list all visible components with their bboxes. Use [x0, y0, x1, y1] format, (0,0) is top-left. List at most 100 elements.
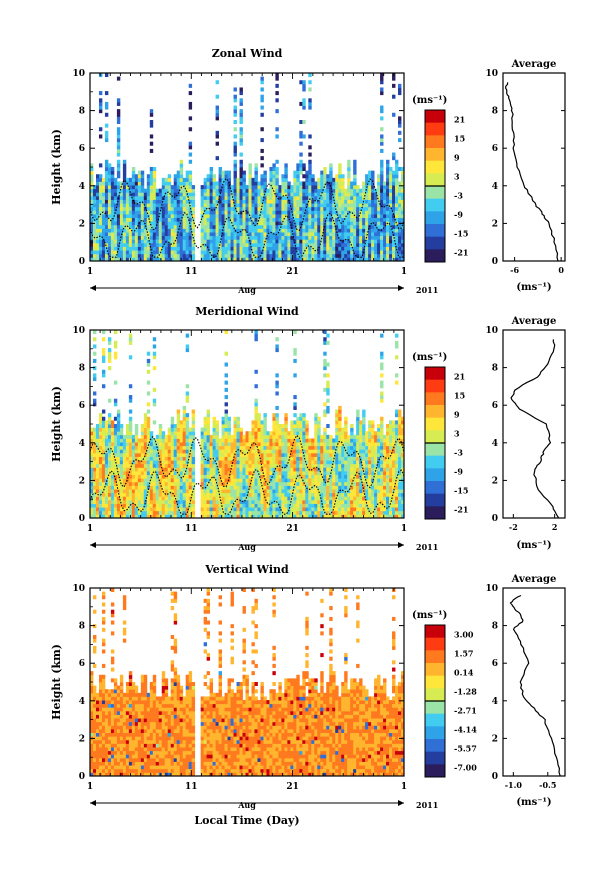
heatmap-cell	[167, 478, 172, 483]
heatmap-cell	[299, 239, 303, 244]
heatmap-cell	[146, 221, 151, 226]
heatmap-cell	[272, 431, 276, 436]
heatmap-cell	[104, 510, 109, 515]
heatmap-cell	[182, 192, 187, 197]
heatmap-cell	[182, 449, 187, 454]
heatmap-cell	[257, 456, 261, 461]
heatmap-cell	[107, 192, 112, 197]
heatmap-cell	[299, 214, 303, 219]
heatmap-cell	[200, 246, 205, 251]
heatmap-cell	[245, 445, 249, 450]
heatmap-cell	[272, 246, 276, 251]
heatmap-cell	[215, 224, 219, 229]
heatmap-cell	[113, 340, 118, 345]
heatmap-cell	[218, 481, 222, 486]
heatmap-cell	[212, 499, 216, 504]
heatmap-cell	[275, 185, 279, 190]
heatmap-cell	[239, 181, 243, 186]
heatmap-cell	[167, 174, 172, 179]
heatmap-cell	[167, 442, 172, 447]
heatmap-cell	[116, 159, 121, 164]
heatmap-cell	[233, 489, 237, 494]
heatmap-cell	[266, 257, 270, 261]
heatmap-cell	[278, 492, 282, 497]
heatmap-cell	[182, 478, 187, 483]
heatmap-cell	[107, 398, 112, 403]
heatmap-cell	[212, 471, 216, 476]
heatmap-cell	[326, 250, 330, 255]
heatmap-cell	[302, 456, 306, 461]
heatmap-cell	[290, 232, 294, 237]
heatmap-cell	[107, 510, 112, 515]
heatmap-cell	[248, 503, 252, 508]
heatmap-cell	[257, 434, 261, 439]
heatmap-cell	[380, 177, 384, 182]
heatmap-cell	[278, 239, 282, 244]
heatmap-cell	[107, 438, 112, 443]
heatmap-cell	[215, 496, 219, 501]
heatmap-cell	[320, 452, 324, 457]
heatmap-cell	[317, 210, 321, 215]
heatmap-cell	[170, 489, 175, 494]
heatmap-cell	[119, 449, 124, 454]
heatmap-cell	[248, 485, 252, 490]
heatmap-cell	[380, 116, 384, 121]
heatmap-cell	[281, 181, 285, 186]
heatmap-cell	[356, 224, 360, 229]
heatmap-cell	[140, 206, 145, 211]
heatmap-cell	[113, 181, 118, 186]
heatmap-cell	[320, 250, 324, 255]
heatmap-cell	[239, 174, 243, 179]
heatmap-cell	[308, 253, 312, 258]
heatmap-cell	[380, 210, 384, 215]
heatmap-cell	[305, 485, 309, 490]
heatmap-cell	[143, 206, 148, 211]
heatmap-cell	[266, 507, 270, 512]
heatmap-cell	[212, 253, 216, 258]
heatmap-cell	[119, 474, 124, 479]
heatmap-cell	[296, 485, 300, 490]
heatmap-cell	[245, 217, 249, 222]
heatmap-cell	[257, 214, 261, 219]
heatmap-cell	[302, 242, 306, 247]
heatmap-cell	[401, 224, 404, 229]
heatmap-cell	[104, 185, 109, 190]
heatmap-cell	[269, 210, 273, 215]
heatmap-cell	[296, 257, 300, 261]
heatmap-cell	[146, 250, 151, 255]
heatmap-cell	[125, 503, 130, 508]
heatmap-cell	[137, 203, 142, 208]
heatmap-cell	[308, 214, 312, 219]
heatmap-cell	[137, 467, 142, 472]
heatmap-cell	[326, 424, 330, 429]
heatmap-cell	[341, 221, 345, 226]
heatmap-cell	[281, 489, 285, 494]
heatmap-cell	[317, 195, 321, 200]
heatmap-cell	[188, 185, 193, 190]
heatmap-cell	[320, 228, 324, 233]
heatmap-cell	[383, 185, 387, 190]
heatmap-cell	[101, 257, 106, 261]
heatmap-cell	[215, 507, 219, 512]
heatmap-cell	[167, 489, 172, 494]
heatmap-cell	[182, 253, 187, 258]
heatmap-cell	[149, 199, 154, 204]
heatmap-cell	[401, 203, 404, 208]
heatmap-cell	[92, 337, 97, 342]
heatmap-cell	[380, 232, 384, 237]
heatmap-cell	[278, 467, 282, 472]
heatmap-cell	[365, 195, 369, 200]
heatmap-cell	[326, 224, 330, 229]
heatmap-cell	[128, 416, 133, 421]
heatmap-cell	[359, 242, 363, 247]
heatmap-cell	[200, 199, 205, 204]
heatmap-cell	[206, 485, 211, 490]
heatmap-cell	[272, 174, 276, 179]
heatmap-cell	[188, 499, 193, 504]
heatmap-cell	[323, 438, 327, 443]
heatmap-cell	[182, 177, 187, 182]
heatmap-cell	[287, 253, 291, 258]
heatmap-cell	[134, 514, 139, 518]
heatmap-cell	[116, 232, 121, 237]
heatmap-cell	[152, 438, 157, 443]
